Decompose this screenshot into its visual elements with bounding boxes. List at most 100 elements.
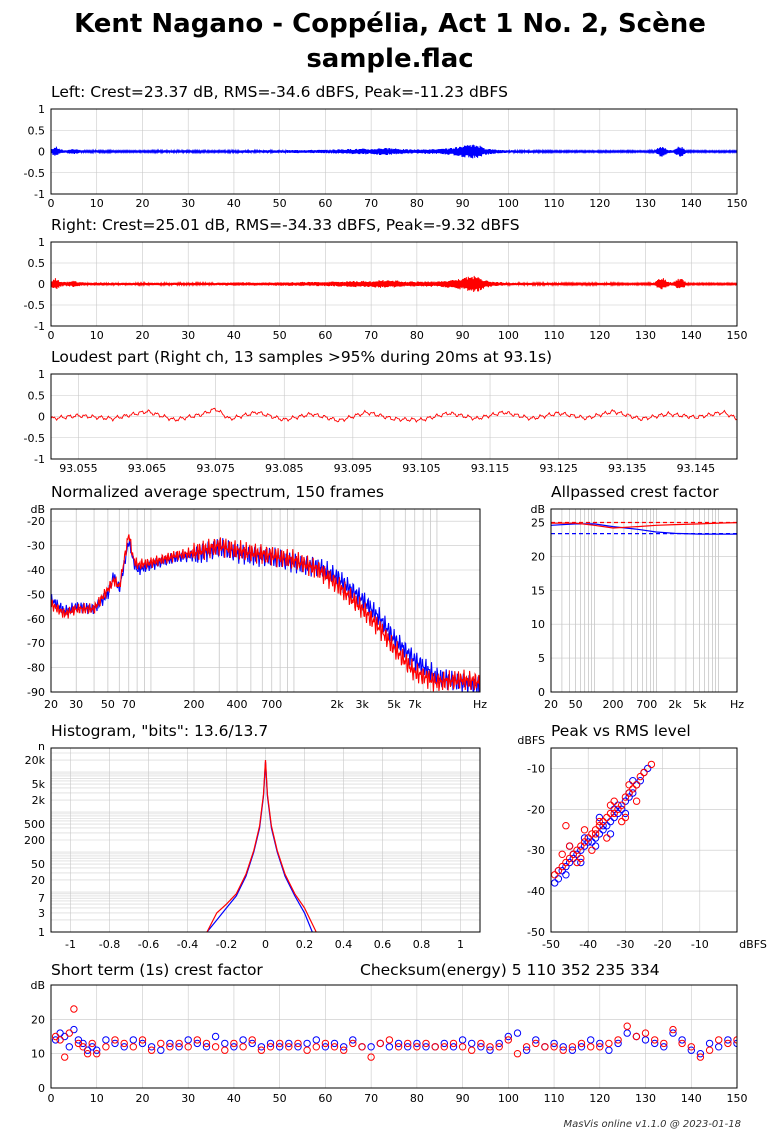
- crest-point: [367, 1043, 375, 1051]
- waveform-x-tick-label: 50: [273, 329, 287, 342]
- peak-rms-point: [610, 797, 618, 805]
- allpass-y-tick-label: 20: [531, 550, 545, 563]
- peak-rms-point: [595, 822, 604, 830]
- crest-x-tick-label: 60: [318, 1092, 332, 1105]
- peak-rms-point: [591, 830, 600, 838]
- allpass-x-tick-label: 20: [544, 698, 558, 711]
- peak-rms-point: [603, 813, 611, 822]
- crest-point: [175, 1039, 183, 1048]
- peak-rms-point: [584, 834, 592, 842]
- crest-point: [175, 1043, 183, 1051]
- peak-rms-point: [610, 809, 618, 818]
- peak-rms-point: [588, 846, 596, 854]
- waveform-x-tick-label: 100: [498, 197, 519, 210]
- peak-rms-point: [610, 805, 618, 813]
- spectrum-trace: [51, 534, 480, 692]
- peak-rms-x-tick-label: -10: [691, 938, 709, 951]
- histogram-title: Histogram, "bits": 13.6/13.7: [51, 722, 268, 740]
- spectrum-x-tick-label: 200: [184, 698, 205, 711]
- waveform-x-tick-label: 80: [410, 197, 424, 210]
- plot-area: [51, 144, 737, 159]
- crest-x-tick-label: 80: [410, 1092, 424, 1105]
- crest-point: [51, 1036, 60, 1044]
- crest-point: [422, 1043, 430, 1051]
- crest-point: [449, 1039, 458, 1048]
- allpass-y-tick-label: 15: [531, 584, 545, 597]
- allpass-y-tick-label: 25: [531, 517, 545, 530]
- crest-point: [138, 1036, 147, 1044]
- crest-point: [413, 1039, 421, 1048]
- loudest-y-tick-label: 1: [38, 368, 45, 381]
- loudest-y-tick-label: 0.5: [28, 389, 46, 402]
- plot-frame: [50, 241, 738, 327]
- crest-x-tick-label: 120: [589, 1092, 610, 1105]
- plot-area: [51, 534, 480, 692]
- peak-rms-point: [621, 797, 630, 805]
- crest-point: [504, 1032, 512, 1041]
- peak-vs-rms-panel: Peak vs RMS level -50 -40 -30 -20 -10 -10 -20 -…: [517, 722, 766, 951]
- waveform-x-tick-label: 150: [727, 197, 748, 210]
- spectrum-x-tick-label: 70: [122, 698, 136, 711]
- crest-point: [321, 1043, 330, 1051]
- waveform-x-tick-label: 130: [635, 197, 656, 210]
- peak-rms-point: [580, 842, 589, 850]
- crest-point: [211, 1043, 220, 1051]
- crest-point: [312, 1043, 320, 1051]
- crest-point: [294, 1039, 302, 1048]
- crest-point: [477, 1039, 485, 1048]
- histogram-y-tick-label: 20k: [25, 754, 46, 767]
- plot-frame: [50, 508, 481, 693]
- crest-point: [623, 1022, 631, 1030]
- peak-rms-point: [562, 858, 570, 867]
- loudest-y-tick-label: -0.5: [24, 432, 45, 445]
- waveform-x-tick-label: 20: [135, 329, 149, 342]
- peak-rms-point: [614, 809, 622, 818]
- crest-point: [486, 1043, 494, 1051]
- allpass-title: Allpassed crest factor: [551, 483, 719, 501]
- allpass-y-tick-label: 5: [538, 652, 545, 665]
- peak-rms-point: [632, 797, 641, 805]
- plot-frame: [50, 984, 738, 1089]
- peak-rms-point: [591, 842, 600, 850]
- spectrum-x-tick-label: 50: [101, 698, 115, 711]
- crest-point: [221, 1046, 229, 1054]
- crest-y-unit: dB: [30, 979, 45, 992]
- peak-rms-point: [580, 826, 589, 834]
- crest-point: [440, 1039, 448, 1048]
- crest-point: [413, 1043, 421, 1051]
- waveform-x-tick-label: 150: [727, 329, 748, 342]
- crest-x-tick-label: 30: [181, 1092, 195, 1105]
- loudest-part-title: Loudest part (Right ch, 13 samples >95% …: [51, 348, 552, 366]
- allpass-y-tick-label: 0: [538, 686, 545, 699]
- plot-area: [51, 1005, 737, 1061]
- crest-point: [230, 1039, 238, 1048]
- peak-rms-point: [580, 838, 589, 846]
- loudest-x-tick-label: 93.145: [677, 462, 716, 475]
- left-channel-waveform-panel: Left: Crest=23.37 dB, RMS=-34.6 dBFS, Pe…: [24, 83, 748, 210]
- allpass-x-tick-label: 200: [603, 698, 624, 711]
- crest-point: [394, 1043, 403, 1051]
- peak-rms-point: [614, 801, 622, 809]
- peak-rms-point: [606, 817, 615, 826]
- crest-point: [404, 1039, 412, 1048]
- waveform-x-tick-label: 30: [181, 329, 195, 342]
- waveform-x-tick-label: 10: [90, 197, 104, 210]
- crest-point: [623, 1029, 631, 1037]
- short-term-crest-panel: Short term (1s) crest factor Checksum(en…: [30, 961, 747, 1105]
- crest-point: [147, 1046, 156, 1054]
- crest-point: [93, 1046, 101, 1054]
- crest-point: [239, 1043, 247, 1051]
- peak-rms-point: [577, 854, 585, 863]
- waveform-x-tick-label: 90: [456, 329, 470, 342]
- histogram-x-tick-label: 0.2: [296, 938, 314, 951]
- allpass-x-tick-label: 50: [569, 698, 583, 711]
- loudest-x-tick-label: 93.115: [471, 462, 510, 475]
- peak-rms-point: [565, 858, 574, 867]
- crest-point: [330, 1039, 339, 1048]
- crest-point: [330, 1043, 339, 1051]
- peak-rms-x-tick-label: -20: [654, 938, 672, 951]
- waveform-trace: [51, 144, 737, 159]
- crest-x-tick-label: 40: [227, 1092, 241, 1105]
- crest-point: [257, 1046, 266, 1054]
